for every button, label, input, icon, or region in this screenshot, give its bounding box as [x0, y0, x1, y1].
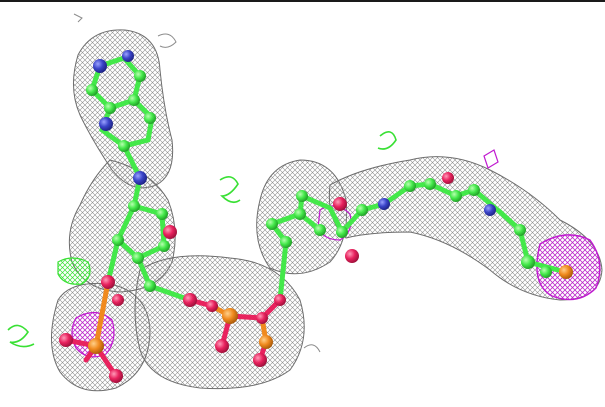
atom-nitrogen: [122, 50, 134, 62]
atom-oxygen: [442, 172, 454, 184]
bond-chain-5: [497, 209, 561, 273]
atom-oxygen: [101, 275, 115, 289]
atom-carbon: [468, 184, 480, 196]
atom-carbon: [450, 190, 462, 202]
atom-carbon: [336, 226, 348, 238]
atom-phosphorus: [88, 338, 104, 354]
atom-nitrogen: [93, 59, 107, 73]
atom-oxygen: [333, 197, 347, 211]
atom-oxygen: [215, 339, 229, 353]
small-grey-fragment-3: [303, 344, 321, 353]
negative-density-small: [483, 149, 499, 169]
atom-oxygen: [253, 353, 267, 367]
atom-phosphorus: [222, 308, 238, 324]
atom-carbon: [296, 190, 308, 202]
positive-density-squiggle-2: [377, 131, 397, 150]
atom-oxygen: [345, 249, 359, 263]
atom-oxygen: [256, 312, 268, 324]
atom-oxygen: [274, 294, 286, 306]
atom-carbon: [521, 255, 535, 269]
atom-carbon: [424, 178, 436, 190]
small-grey-fragment-2: [73, 13, 83, 23]
atom-carbon: [158, 240, 170, 252]
top-border-line: [0, 0, 605, 2]
atom-oxygen: [163, 225, 177, 239]
atom-carbon: [144, 112, 156, 124]
atom-carbon: [280, 236, 292, 248]
atom-oxygen: [206, 300, 218, 312]
bond-chain-2: [297, 192, 345, 235]
positive-density-squiggle-3: [7, 324, 35, 348]
atom-carbon: [404, 180, 416, 192]
atom-phosphorus: [559, 265, 573, 279]
atom-carbon: [356, 204, 368, 216]
mesh-lobe-diphosphate: [134, 255, 305, 390]
ligand-model: [59, 50, 573, 383]
atoms-nitrogen: [93, 50, 496, 216]
small-grey-fragment: [157, 33, 177, 48]
atom-nitrogen: [99, 117, 113, 131]
atom-nitrogen: [484, 204, 496, 216]
atom-carbon: [132, 252, 144, 264]
atom-nitrogen: [133, 171, 147, 185]
atom-carbon: [112, 234, 124, 246]
bond-sugar-phosphate: [105, 237, 121, 285]
atom-carbon: [314, 224, 326, 236]
atom-oxygen: [183, 293, 197, 307]
bond-phosphate-left: [93, 279, 111, 349]
atom-carbon: [104, 102, 116, 114]
atom-carbon: [128, 200, 140, 212]
atom-carbon: [266, 218, 278, 230]
atom-carbon: [144, 280, 156, 292]
atom-carbon: [118, 140, 130, 152]
bond-chain-4: [427, 181, 503, 215]
atom-carbon: [156, 208, 168, 220]
atom-carbon: [294, 208, 306, 220]
atom-nitrogen: [378, 198, 390, 210]
atom-oxygen: [109, 369, 123, 383]
atoms-carbon: [86, 70, 552, 292]
atom-carbon: [134, 70, 146, 82]
atom-oxygen: [59, 333, 73, 347]
positive-density-squiggle-1: [219, 176, 241, 204]
atom-oxygen: [112, 294, 124, 306]
atom-carbon: [514, 224, 526, 236]
atom-phosphorus: [259, 335, 273, 349]
atom-carbon: [128, 94, 140, 106]
positive-density-left: [57, 257, 91, 285]
atom-carbon: [86, 84, 98, 96]
atom-carbon: [540, 266, 552, 278]
atoms-oxygen: [59, 172, 454, 383]
atoms-phosphorus: [88, 265, 573, 354]
